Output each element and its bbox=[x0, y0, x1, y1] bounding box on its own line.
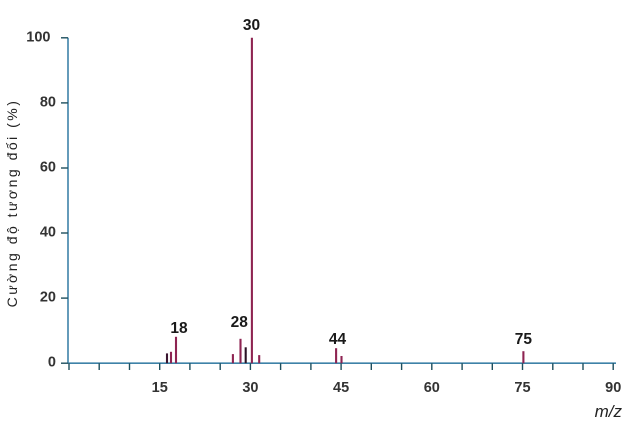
svg-text:Cường độ tương đối (%): Cường độ tương đối (%) bbox=[4, 99, 20, 308]
svg-text:60: 60 bbox=[40, 160, 56, 176]
svg-text:20: 20 bbox=[40, 290, 56, 306]
svg-text:75: 75 bbox=[515, 331, 533, 348]
svg-text:28: 28 bbox=[231, 314, 249, 331]
svg-text:45: 45 bbox=[333, 380, 349, 396]
svg-text:18: 18 bbox=[170, 320, 188, 337]
svg-text:30: 30 bbox=[243, 17, 260, 34]
svg-text:60: 60 bbox=[424, 380, 440, 396]
svg-text:m/z: m/z bbox=[595, 402, 623, 421]
svg-text:40: 40 bbox=[40, 225, 56, 241]
svg-text:90: 90 bbox=[605, 380, 621, 396]
svg-text:100: 100 bbox=[26, 29, 50, 45]
svg-text:75: 75 bbox=[514, 380, 530, 396]
svg-text:0: 0 bbox=[48, 355, 56, 371]
svg-text:15: 15 bbox=[152, 380, 168, 396]
svg-text:30: 30 bbox=[242, 380, 258, 396]
svg-text:44: 44 bbox=[329, 331, 347, 348]
svg-text:80: 80 bbox=[40, 95, 56, 111]
